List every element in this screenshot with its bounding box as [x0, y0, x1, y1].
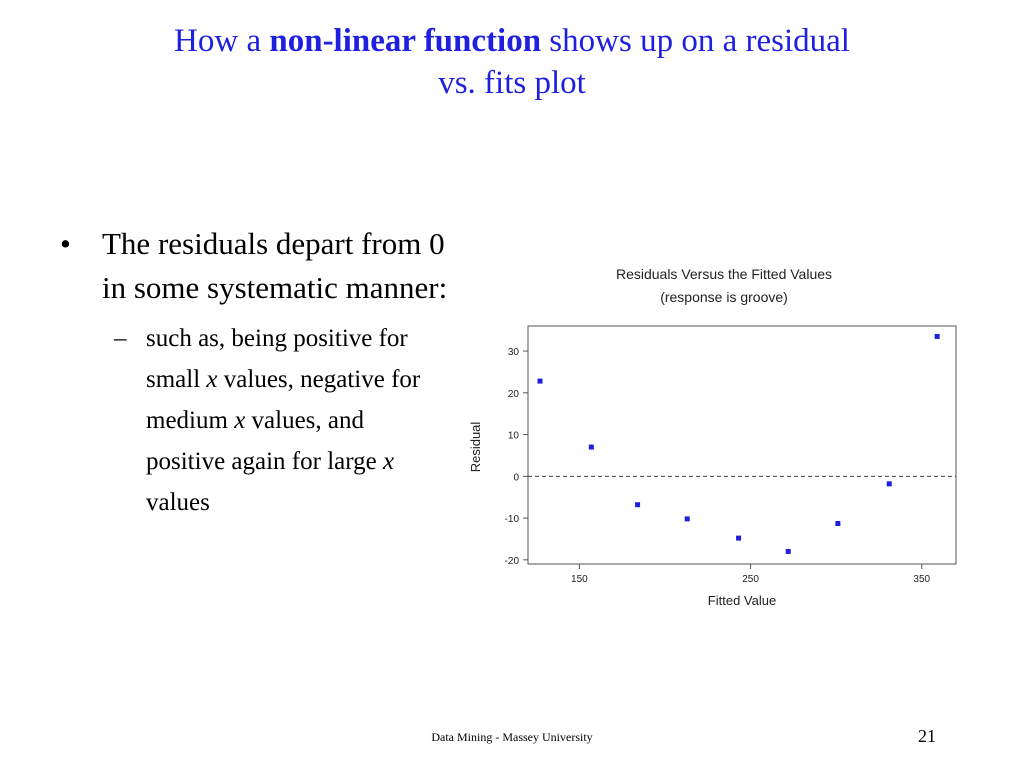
bullet-main: • The residuals depart from 0 in some sy…: [58, 222, 448, 310]
data-point: [934, 333, 940, 339]
page-number: 21: [918, 726, 936, 746]
title-text-bold: non-linear function: [269, 23, 542, 59]
x-axis: 150 250 350: [571, 564, 931, 585]
y-tick-label: -10: [505, 514, 520, 525]
bullet-sub: – such as, being positive for small x va…: [114, 318, 448, 523]
residual-chart-svg: Residuals Versus the Fitted Values (resp…: [468, 266, 957, 608]
data-point: [537, 378, 543, 384]
data-point: [588, 444, 594, 450]
title-line-1: How a non-linear function shows up on a …: [60, 20, 964, 62]
footer-text: Data Mining - Massey University: [431, 730, 593, 744]
y-tick-label: 10: [508, 431, 520, 442]
x-tick-label: 250: [742, 574, 759, 585]
bullet-sub-x-2: x: [234, 407, 246, 434]
bullet-dash-icon: –: [114, 325, 127, 352]
bullet-sub-text-3: values, and positive again for large: [146, 407, 383, 475]
data-point: [736, 535, 742, 541]
data-point: [835, 520, 841, 526]
bullet-list: • The residuals depart from 0 in some sy…: [58, 222, 448, 523]
data-point: [785, 548, 791, 554]
y-tick-label: 0: [513, 472, 519, 483]
data-point: [684, 516, 690, 522]
y-tick-label: 20: [508, 389, 520, 400]
title-text-post: shows up on a residual: [541, 23, 850, 59]
data-point: [635, 502, 641, 508]
y-tick-label: 30: [508, 347, 520, 358]
data-point: [886, 481, 892, 487]
y-axis-label: Residual: [468, 422, 483, 473]
x-tick-label: 150: [571, 574, 588, 585]
x-tick-label: 350: [913, 574, 930, 585]
data-points: [537, 333, 940, 554]
slide-title: How a non-linear function shows up on a …: [60, 20, 964, 104]
bullet-dot-icon: •: [60, 226, 71, 261]
bullet-sub-text-1: such as, being positive for small: [146, 325, 408, 393]
bullet-main-text: The residuals depart from 0 in some syst…: [102, 226, 448, 305]
x-axis-label: Fitted Value: [708, 593, 776, 608]
title-text-pre: How a: [174, 23, 270, 59]
y-tick-label: -20: [505, 556, 520, 567]
chart-title: Residuals Versus the Fitted Values: [616, 266, 832, 282]
chart-subtitle: (response is groove): [660, 289, 788, 305]
plot-frame: [527, 325, 957, 565]
bullet-sub-text-4: values: [146, 489, 210, 516]
residual-chart: Residuals Versus the Fitted Values (resp…: [460, 255, 980, 615]
bullet-sub-x-1: x: [206, 366, 218, 393]
bullet-sub-x-3: x: [382, 448, 395, 475]
y-axis: -20 -10 0 10 20 30: [505, 347, 528, 567]
title-line-2: vs. fits plot: [438, 65, 586, 101]
bullet-sub-text-2: values, negative for medium: [146, 366, 421, 434]
